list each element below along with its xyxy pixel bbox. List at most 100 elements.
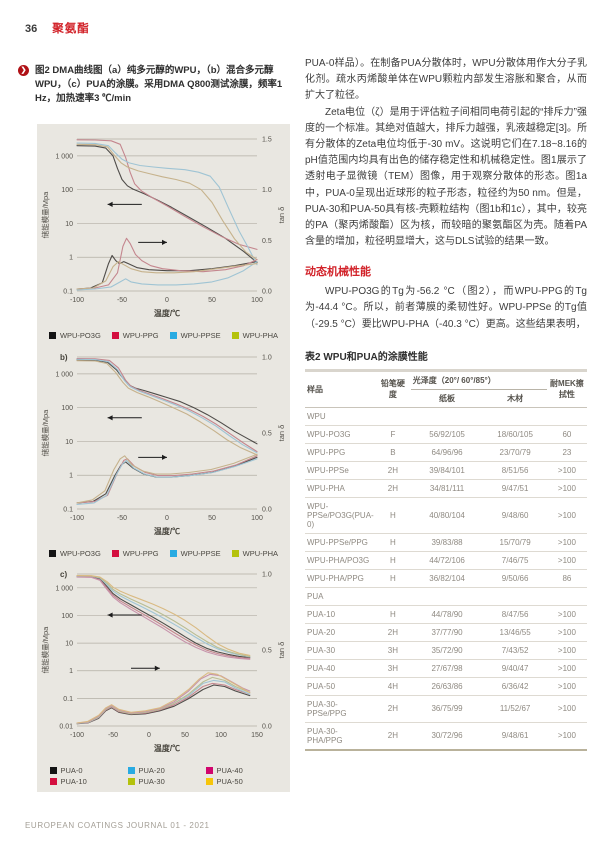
svg-text:50: 50 xyxy=(208,515,216,522)
series-WPU-PPSE xyxy=(76,457,258,505)
table-cell: PUA-10 xyxy=(305,604,375,624)
table-cell: WPU-PO3G xyxy=(305,424,375,444)
dma-chart-b-plot: 1 000 100 10 1 0.1 1.0 0.5 0.0 -100 -50 0 50 100 储能模量… xyxy=(37,347,290,548)
legend-swatch-icon xyxy=(49,778,57,785)
series-PUA-50 xyxy=(76,574,251,656)
table-cell: 7/43/52 xyxy=(483,640,547,660)
table-cell: 9/50/66 xyxy=(483,568,547,588)
legend-label: WPU-PHA xyxy=(242,548,279,558)
legend-label: WPU-PO3G xyxy=(59,331,101,340)
series-WPU-PHA xyxy=(76,261,258,290)
table-row: PUA-20 2H 37/77/90 13/46/55 >100 xyxy=(305,622,587,642)
legend-item: PUA-0 xyxy=(49,766,122,775)
figure-2-panel: 1 000 100 10 1 0.1 1.5 1.0 0.5 0.0 -100 -50 0 50 100 储… xyxy=(37,124,290,792)
legend-swatch-icon xyxy=(111,332,119,339)
table-cell: 2H xyxy=(375,478,411,498)
table-cell: PUA-20 xyxy=(305,622,375,642)
table-row: WPU-PO3G F 56/92/105 18/60/105 60 xyxy=(305,424,587,444)
svg-text:100: 100 xyxy=(251,297,263,304)
svg-text:0.01: 0.01 xyxy=(59,724,73,731)
table-cell: 86 xyxy=(546,568,587,588)
legend-swatch-icon xyxy=(48,332,56,339)
right-arrow-icon xyxy=(162,239,167,245)
dma-line-chart: 1 000 100 10 1 0.1 1.5 1.0 0.5 0.0 -100 -50 0 50 100 储… xyxy=(40,137,286,319)
table-cell: F xyxy=(375,424,411,444)
table-row: WPU-PHA/PPG H 36/82/104 9/50/66 86 xyxy=(305,568,587,588)
header-mek: 耐MEK擦拭性 xyxy=(550,379,584,400)
table-cell: 9/47/51 xyxy=(483,478,547,498)
properties-table: 样品 铅笔硬度 光泽度（20°/ 60°/85°） 耐MEK擦拭性 纸板 木材 … xyxy=(305,369,587,751)
legend-swatch-icon xyxy=(48,549,56,557)
table-section-label: WPU xyxy=(305,406,587,426)
series-PUA-30 xyxy=(76,676,251,724)
header-gloss: 光泽度（20°/ 60°/85°） xyxy=(410,370,547,390)
table-row: PUA-50 4H 26/63/86 6/36/42 >100 xyxy=(305,676,587,696)
table-cell: 39/84/101 xyxy=(410,460,484,480)
table-cell: 34/81/111 xyxy=(410,478,484,498)
svg-text:1.0: 1.0 xyxy=(262,572,272,579)
dma-chart-c: 1 000 100 10 1 0.1 0.01 1.0 0.5 0.0 -100 -50 0 50 100… xyxy=(37,564,290,786)
svg-text:100: 100 xyxy=(251,515,263,522)
table-cell: WPU-PPSe/PO3G(PUA-0) xyxy=(305,496,375,534)
legend-label: WPU-PHA xyxy=(242,331,279,340)
svg-text:tan δ: tan δ xyxy=(277,642,286,659)
legend-swatch-icon xyxy=(205,767,213,774)
svg-text:-50: -50 xyxy=(108,732,118,739)
table-cell: 37/77/90 xyxy=(410,622,484,642)
svg-text:b): b) xyxy=(60,353,68,362)
table-cell: 18/60/105 xyxy=(483,424,547,444)
svg-text:储能模量/Mpa: 储能模量/Mpa xyxy=(40,191,50,239)
series-PUA-40 xyxy=(76,576,251,660)
legend-swatch-icon xyxy=(127,767,135,774)
series-PUA-10 xyxy=(76,576,251,659)
legend-swatch-icon xyxy=(231,332,239,339)
svg-text:1.5: 1.5 xyxy=(262,137,272,144)
table-cell: 2H xyxy=(375,694,411,723)
series-WPU-PHA xyxy=(76,359,258,455)
table-cell: 56/92/105 xyxy=(410,424,484,444)
series-WPU-PO3G xyxy=(76,145,258,264)
table-cell: >100 xyxy=(546,550,587,570)
legend-item: WPU-PPSE xyxy=(169,331,221,340)
table-cell: >100 xyxy=(546,676,587,696)
table-cell: 6/36/42 xyxy=(483,676,547,696)
series-PUA-30 xyxy=(76,575,251,657)
left-arrow-icon xyxy=(107,201,113,207)
legend-label: PUA-10 xyxy=(60,777,87,786)
table-cell: H xyxy=(375,532,411,552)
table-cell: >100 xyxy=(546,640,587,660)
table-cell: WPU-PHA xyxy=(305,478,375,498)
svg-text:150: 150 xyxy=(251,732,263,739)
table-cell: >100 xyxy=(546,604,587,624)
legend-item: PUA-50 xyxy=(205,777,278,786)
legend-item: WPU-PPSE xyxy=(169,549,221,558)
table-cell: >100 xyxy=(546,694,587,723)
legend-swatch-icon xyxy=(111,549,119,557)
legend-item: WPU-PHA xyxy=(231,548,279,558)
series-PUA-50 xyxy=(76,672,251,724)
dma-chart-a-plot: 1 000 100 10 1 0.1 1.5 1.0 0.5 0.0 -100 -50 0 50 100 储… xyxy=(37,129,290,330)
table-cell: 23/70/79 xyxy=(483,442,547,462)
table-row: PUA-30-PHA/PPG 2H 30/72/96 9/48/61 >100 xyxy=(305,721,587,750)
right-arrow-icon xyxy=(162,454,167,460)
svg-text:温度/℃: 温度/℃ xyxy=(154,743,180,753)
legend-label: WPU-PO3G xyxy=(59,548,101,558)
table-cell: WPU-PHA/PO3G xyxy=(305,550,375,570)
table-cell: 64/96/96 xyxy=(410,442,484,462)
header-sample: 样品 xyxy=(307,384,323,394)
header-gloss-board: 纸板 xyxy=(439,393,456,403)
series-WPU-PPSE xyxy=(76,142,258,266)
svg-text:1.0: 1.0 xyxy=(262,354,272,361)
svg-text:-100: -100 xyxy=(70,297,84,304)
table-body: WPU WPU-PO3G F 56/92/105 18/60/105 60 WPU-PPG B… xyxy=(305,406,587,750)
table-cell: PUA-30 xyxy=(305,640,375,660)
dma-line-chart: 1 000 100 10 1 0.1 1.0 0.5 0.0 -100 -50 0 50 100 储能模量… xyxy=(40,353,286,536)
table-cell: 44/78/90 xyxy=(410,604,484,624)
table-cell: >100 xyxy=(546,721,587,750)
svg-text:0.5: 0.5 xyxy=(262,648,272,655)
table-row: PUA-30 3H 35/72/90 7/43/52 >100 xyxy=(305,640,587,660)
right-arrow-icon xyxy=(154,665,160,671)
svg-text:50: 50 xyxy=(181,732,189,739)
table-cell: >100 xyxy=(546,496,587,534)
